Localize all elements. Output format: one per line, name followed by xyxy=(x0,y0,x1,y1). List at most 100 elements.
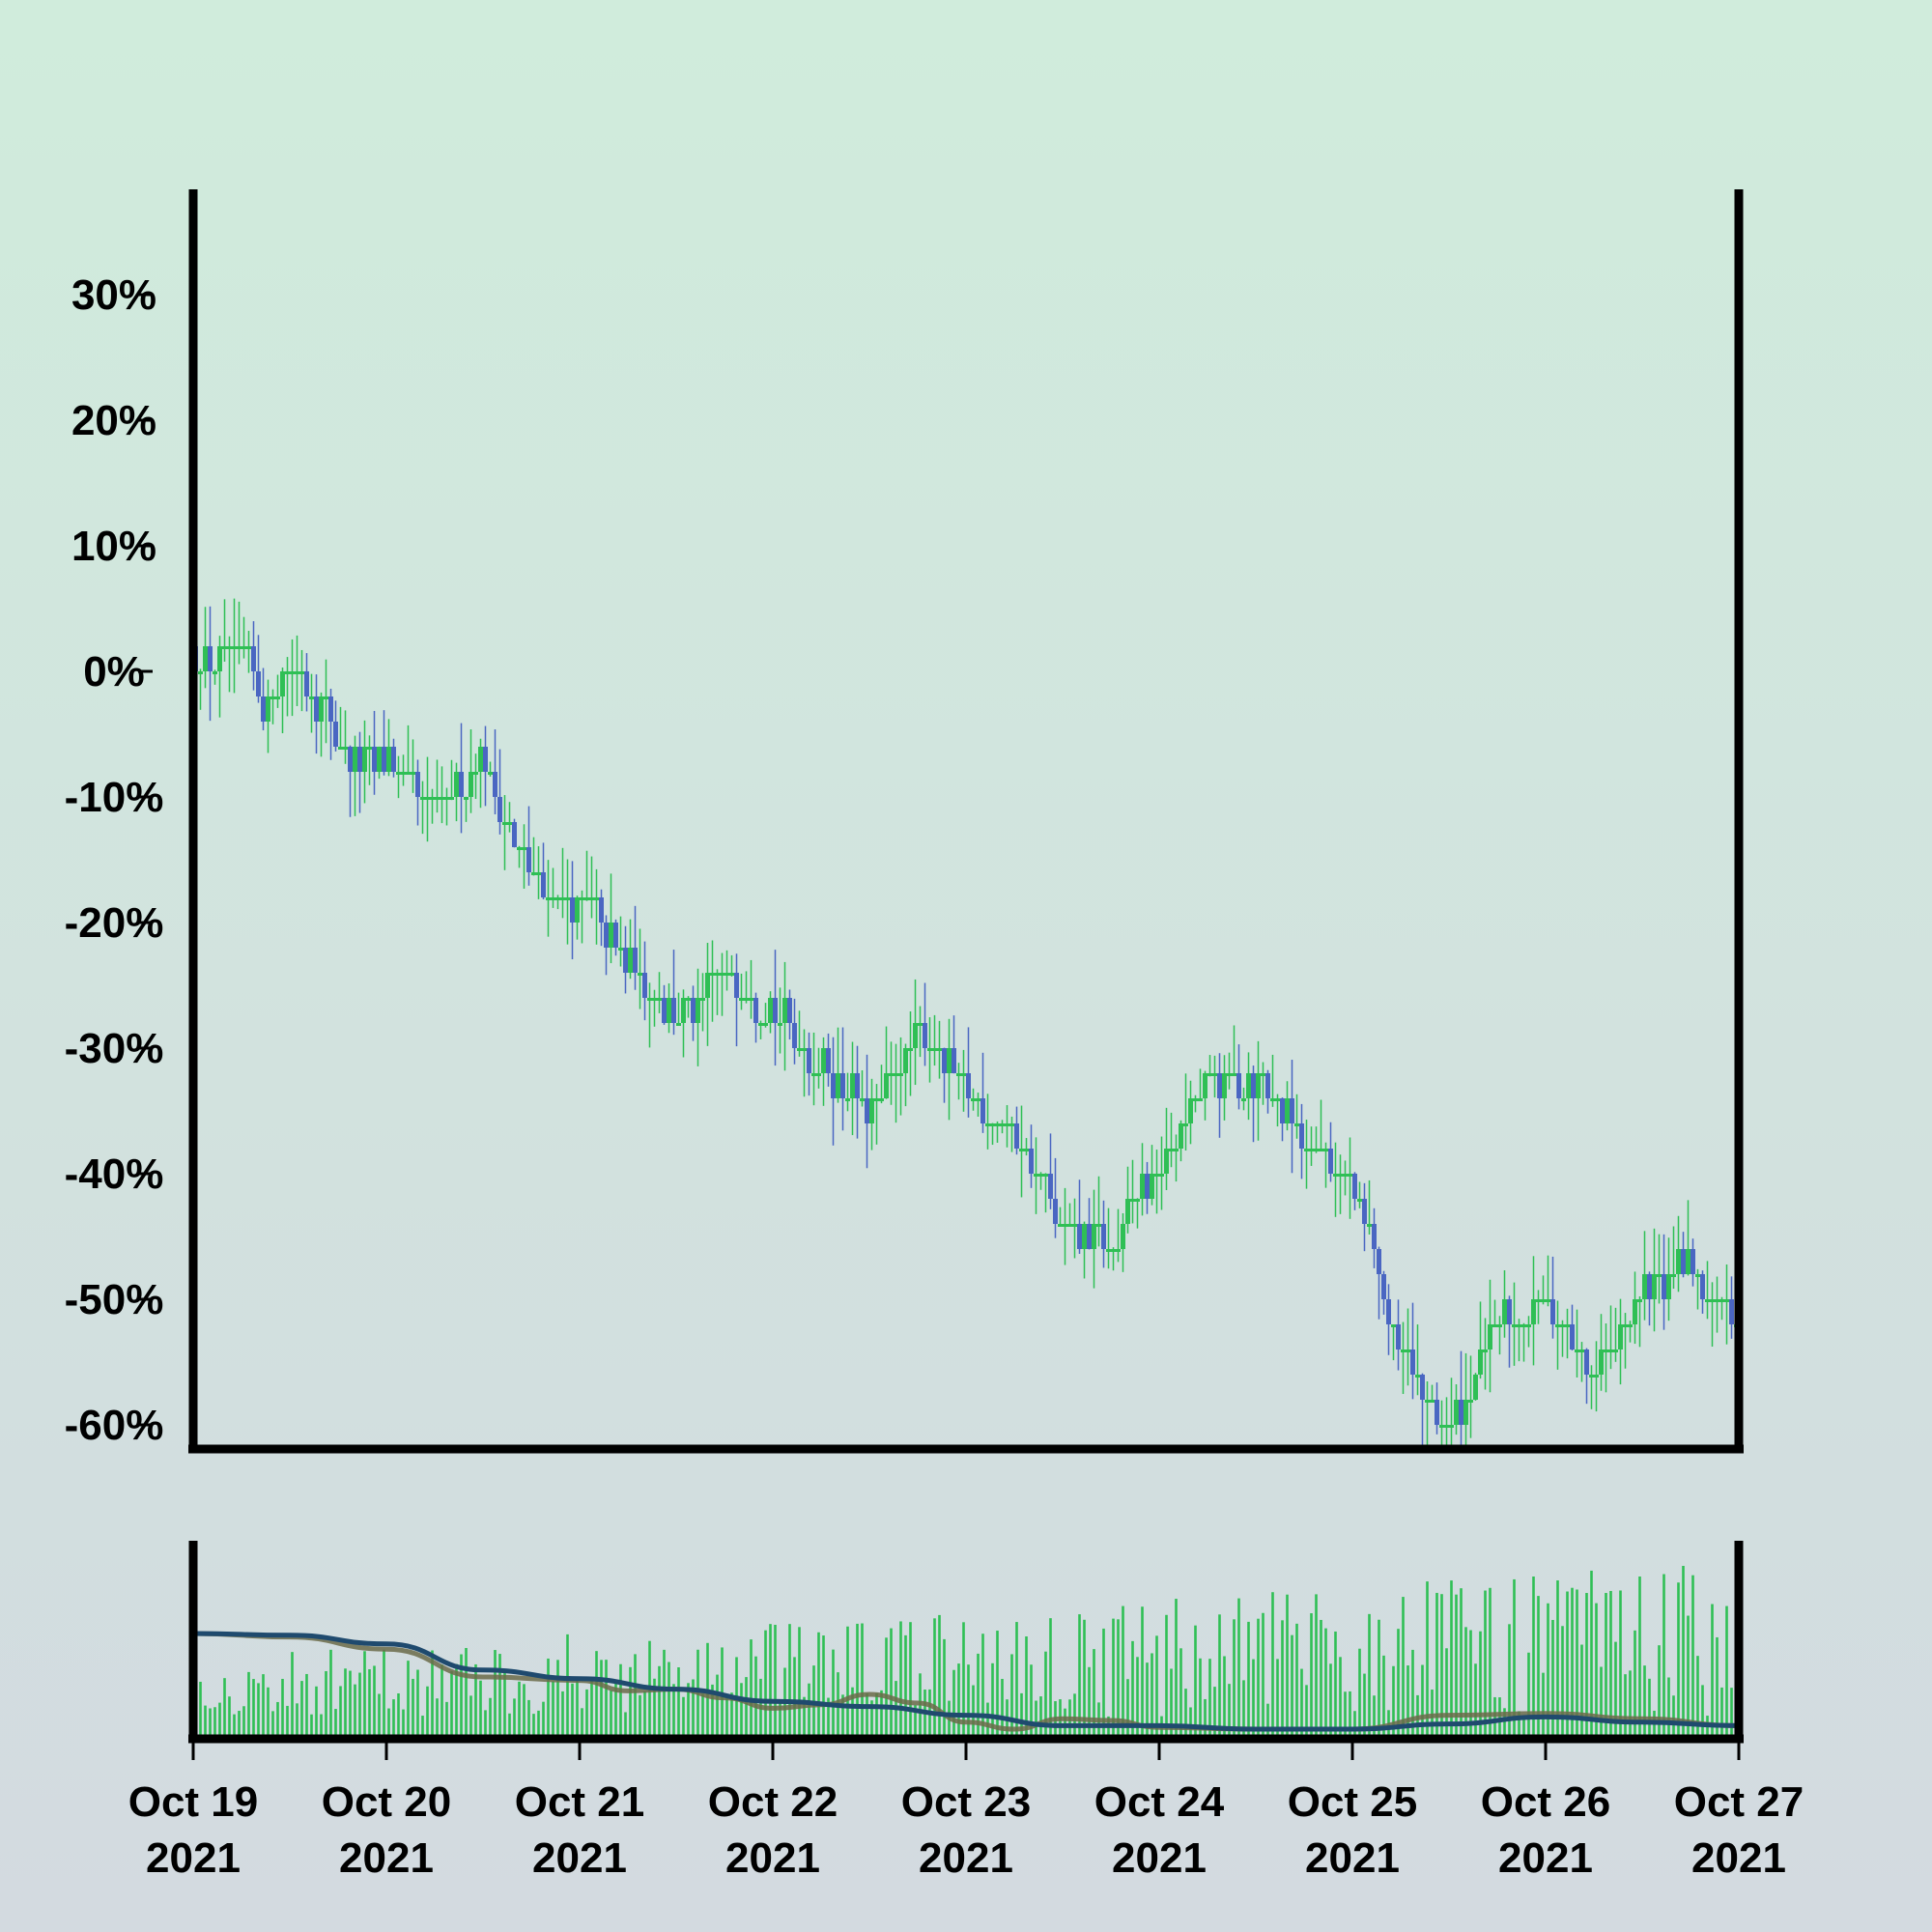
candle-body xyxy=(1043,1174,1048,1177)
volume-bar xyxy=(885,1637,888,1735)
volume-bar xyxy=(1532,1577,1535,1735)
candle-body xyxy=(1232,1073,1236,1076)
candle-body xyxy=(889,1073,894,1076)
volume-bar xyxy=(812,1665,815,1735)
volume-bar xyxy=(542,1701,545,1735)
volume-bar xyxy=(339,1686,342,1735)
candle-body xyxy=(618,948,623,951)
volume-bar xyxy=(228,1696,231,1735)
volume-bar xyxy=(1469,1630,1472,1735)
volume-bar xyxy=(856,1623,859,1735)
candle-body xyxy=(1613,1350,1618,1352)
candle-body xyxy=(1121,1224,1125,1249)
candle-body xyxy=(1473,1375,1478,1400)
candle-body xyxy=(299,671,304,674)
candle-body xyxy=(1348,1174,1352,1177)
volume-bar xyxy=(1518,1711,1520,1735)
volume-bar xyxy=(426,1686,429,1735)
candle-body xyxy=(633,948,638,973)
candle-body xyxy=(295,671,299,674)
candle-body xyxy=(1686,1249,1690,1274)
candle-body xyxy=(435,797,440,800)
volume-bar xyxy=(1378,1619,1380,1735)
candle-body xyxy=(599,897,604,923)
volume-bar xyxy=(798,1627,801,1735)
volume-bar xyxy=(445,1701,448,1735)
volume-bar xyxy=(1484,1590,1487,1735)
volume-bar xyxy=(682,1696,685,1735)
volume-bar xyxy=(1730,1688,1733,1735)
volume-bar xyxy=(344,1668,347,1735)
x-tick-label: Oct 19 2021 xyxy=(128,1778,259,1882)
candle-body xyxy=(956,1073,961,1076)
volume-bar xyxy=(1271,1592,1274,1735)
candle-body xyxy=(1628,1324,1633,1327)
candle-body xyxy=(1135,1199,1140,1202)
volume-bar xyxy=(1247,1621,1250,1735)
candle-body xyxy=(309,696,314,699)
volume-bar xyxy=(614,1680,617,1735)
candle-body xyxy=(1067,1224,1072,1227)
volume-bar xyxy=(1614,1641,1617,1735)
price-panel: 30% 20% 10% 0% -10% -20% -30% -40% -50% -60% xyxy=(65,189,1744,1454)
volume-bar xyxy=(890,1628,893,1735)
volume-bar xyxy=(489,1697,492,1735)
volume-bar xyxy=(740,1683,743,1735)
candle-body xyxy=(1618,1324,1623,1350)
volume-bar xyxy=(1122,1605,1124,1735)
candle-body xyxy=(1072,1224,1077,1227)
volume-bar xyxy=(957,1663,960,1735)
candle-body xyxy=(304,671,309,696)
candle-body xyxy=(642,973,647,998)
candle-body xyxy=(575,897,580,923)
candle-body xyxy=(1420,1375,1425,1400)
candle-body xyxy=(710,973,715,976)
candle-body xyxy=(270,696,275,699)
candle-body xyxy=(1488,1324,1492,1350)
volume-bar xyxy=(1310,1613,1313,1735)
candle-body xyxy=(517,847,522,850)
candle-body xyxy=(343,747,348,750)
candle-body xyxy=(903,1048,908,1073)
candle-body xyxy=(749,998,753,1001)
volume-bar xyxy=(1397,1629,1400,1735)
candle-body xyxy=(662,998,667,1023)
candle-body xyxy=(811,1073,816,1076)
volume-bar xyxy=(841,1694,844,1735)
candle-body xyxy=(1608,1350,1613,1352)
volume-bar xyxy=(1010,1654,1013,1735)
volume-moving-averages xyxy=(193,1631,1739,1732)
candle-body xyxy=(497,797,502,822)
volume-bar xyxy=(668,1662,670,1735)
candle-body xyxy=(1439,1425,1444,1428)
volume-bar xyxy=(1291,1634,1293,1735)
candle-body xyxy=(807,1048,811,1073)
candle-body xyxy=(1270,1098,1275,1101)
candle-body xyxy=(1188,1098,1193,1123)
volume-bar xyxy=(527,1699,530,1735)
volume-bar xyxy=(962,1622,965,1735)
volume-bar xyxy=(199,1681,202,1735)
candle-body xyxy=(778,1023,782,1026)
x-tick-label: Oct 24 2021 xyxy=(1094,1778,1225,1882)
candle-body xyxy=(782,998,787,1023)
candle-body xyxy=(1241,1098,1246,1101)
volume-bar xyxy=(1701,1685,1704,1735)
candle-body xyxy=(1705,1299,1710,1302)
candle-body xyxy=(415,772,420,797)
volume-bar xyxy=(407,1661,410,1735)
volume-bar xyxy=(1402,1597,1405,1735)
volume-bar xyxy=(779,1701,781,1735)
volume-bar xyxy=(1406,1665,1409,1735)
volume-bar xyxy=(1334,1631,1337,1735)
volume-bar xyxy=(440,1664,443,1735)
candle-body xyxy=(1140,1174,1145,1199)
candle-body xyxy=(1087,1224,1092,1249)
volume-bar xyxy=(1049,1618,1052,1735)
volume-bar xyxy=(880,1690,883,1735)
candle-body xyxy=(1483,1350,1488,1352)
candle-body xyxy=(237,646,242,649)
volume-bar xyxy=(639,1694,641,1735)
candle-body xyxy=(874,1098,879,1101)
